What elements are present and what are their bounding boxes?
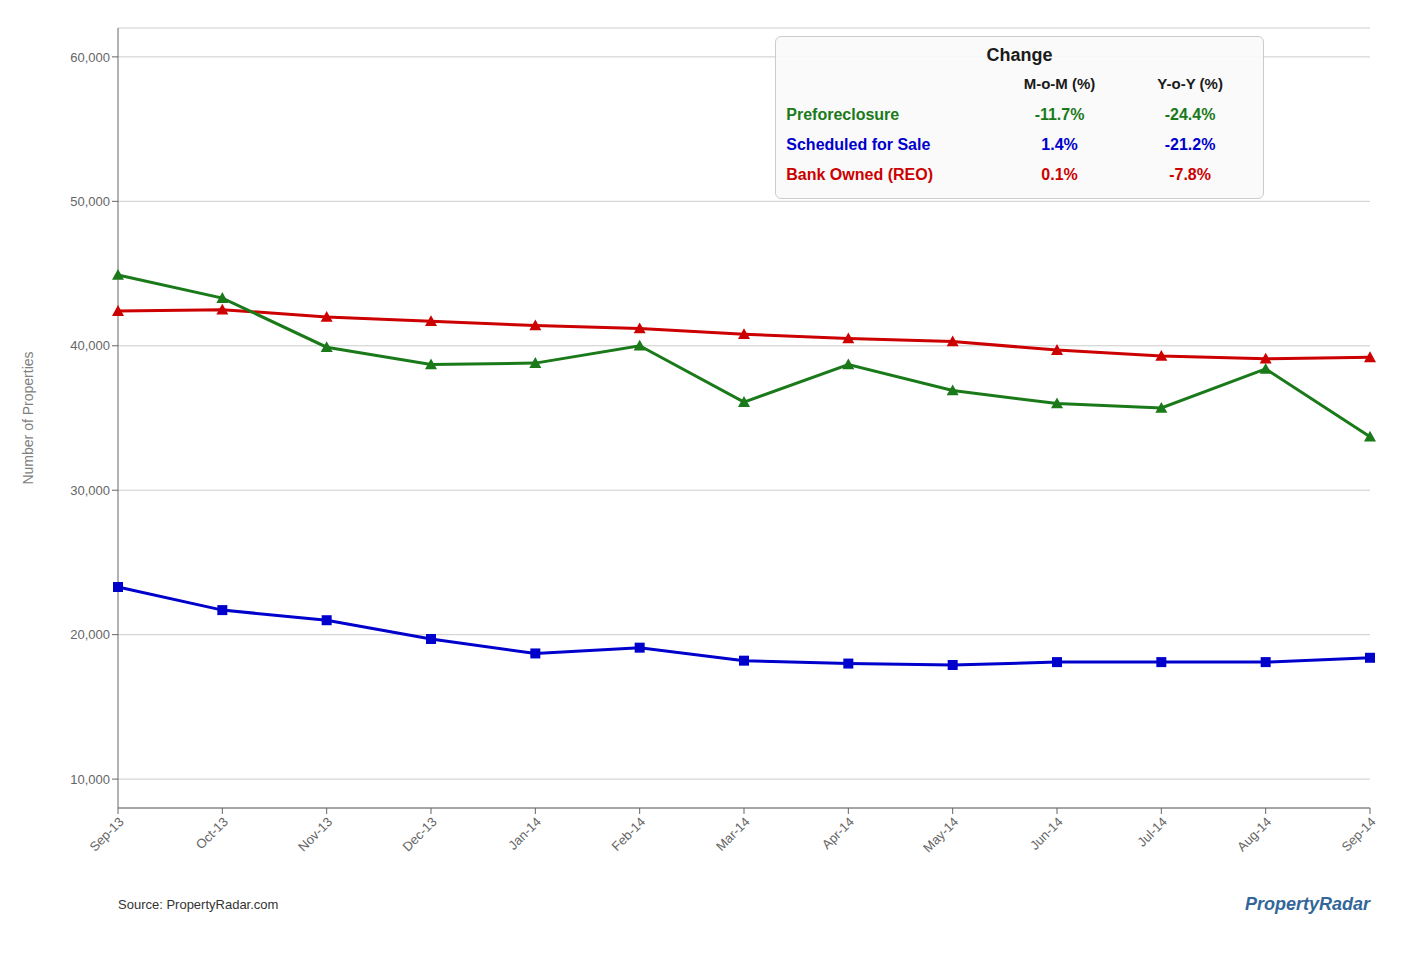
html-text:Preforeclosure: Preforeclosure [786,106,900,123]
svg-text:Sep-13: Sep-13 [86,814,126,854]
svg-text:Jan-14: Jan-14 [505,814,544,853]
svg-text:Jul-14: Jul-14 [1134,814,1170,850]
svg-text:20,000: 20,000 [70,627,110,642]
html-text:-11.7%: -11.7% [1034,106,1085,123]
svg-text:Nov-13: Nov-13 [295,814,335,854]
svg-text:Dec-13: Dec-13 [399,814,439,854]
svg-text:Feb-14: Feb-14 [609,814,649,854]
html-text:-7.8%: -7.8% [1169,166,1211,183]
html-text:-21.2%: -21.2% [1164,136,1216,153]
svg-text:30,000: 30,000 [70,483,110,498]
html-text:-24.4%: -24.4% [1164,106,1216,123]
svg-text:60,000: 60,000 [70,50,110,65]
svg-text:Number of Properties: Number of Properties [20,351,36,484]
html-text:Change: Change [986,45,1053,65]
svg-text:Aug-14: Aug-14 [1234,814,1274,854]
html-text:0.1%: 0.1% [1041,166,1078,183]
html-text:Scheduled for Sale: Scheduled for Sale [786,136,931,153]
svg-text:10,000: 10,000 [70,772,110,787]
svg-text:Apr-14: Apr-14 [819,814,857,852]
svg-text:Sep-14: Sep-14 [1338,814,1378,854]
html-text:PropertyRadar: PropertyRadar [1245,894,1370,914]
svg-text:Oct-13: Oct-13 [193,814,231,852]
svg-text:50,000: 50,000 [70,194,110,209]
svg-text:May-14: May-14 [920,814,961,855]
html-text:1.4%: 1.4% [1041,136,1078,153]
html-text:Bank Owned (REO): Bank Owned (REO) [786,166,933,183]
svg-text:40,000: 40,000 [70,338,110,353]
svg-text:Mar-14: Mar-14 [713,814,753,854]
html-text:Source: PropertyRadar.com: Source: PropertyRadar.com [118,897,279,912]
html-text:M-o-M (%): M-o-M (%) [1023,75,1096,92]
svg-text:Jun-14: Jun-14 [1027,814,1066,853]
html-text:Y-o-Y (%): Y-o-Y (%) [1157,75,1223,92]
